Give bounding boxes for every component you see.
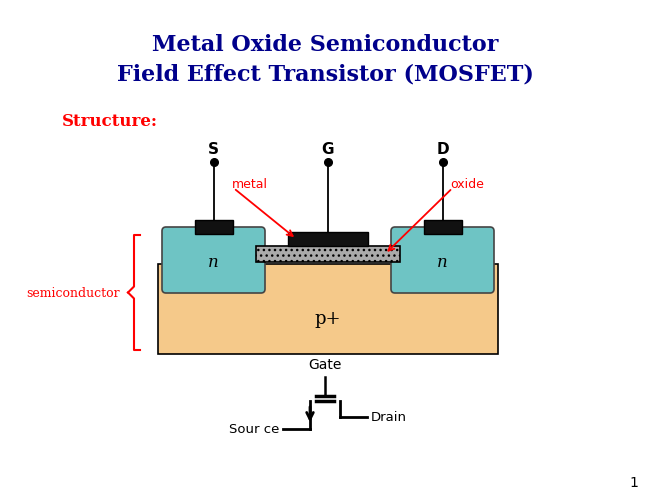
Text: Structure:: Structure: — [62, 113, 158, 130]
Text: oxide: oxide — [450, 178, 484, 191]
Text: metal: metal — [231, 178, 268, 191]
Text: S: S — [208, 142, 219, 157]
Bar — [158, 265, 498, 354]
Bar — [424, 220, 462, 234]
Text: Field Effect Transistor (MOSFET): Field Effect Transistor (MOSFET) — [116, 64, 534, 86]
Text: Drain: Drain — [371, 411, 407, 424]
Text: Gate: Gate — [308, 357, 342, 371]
Bar — [289, 232, 368, 246]
Text: p+: p+ — [315, 310, 341, 327]
Text: semiconductor: semiconductor — [26, 287, 120, 300]
Text: n: n — [208, 254, 219, 271]
Text: 1: 1 — [629, 475, 638, 489]
FancyBboxPatch shape — [162, 227, 265, 294]
Bar — [256, 246, 400, 263]
FancyBboxPatch shape — [391, 227, 494, 294]
Text: D: D — [436, 142, 448, 157]
Text: n: n — [437, 254, 448, 271]
Text: Sour ce: Sour ce — [229, 423, 279, 436]
Bar — [194, 220, 233, 234]
Text: Metal Oxide Semiconductor: Metal Oxide Semiconductor — [152, 34, 498, 56]
Text: G: G — [322, 142, 334, 157]
